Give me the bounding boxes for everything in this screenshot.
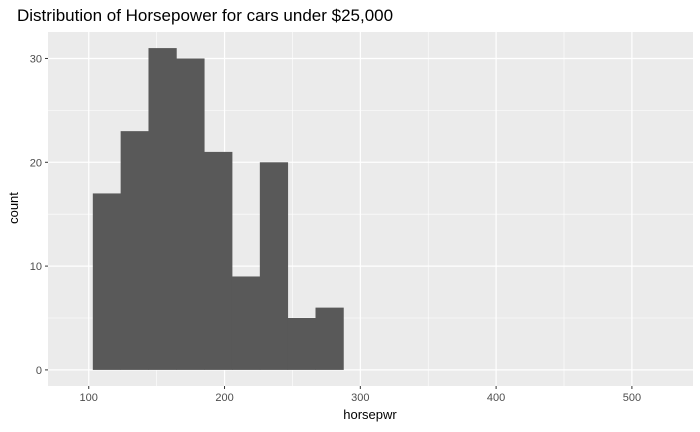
y-tick-label: 0 (36, 365, 42, 377)
histogram-bar (120, 131, 149, 370)
histogram-bar (92, 193, 122, 370)
x-axis-title: horsepwr (343, 407, 397, 422)
x-tick-label: 100 (80, 392, 98, 404)
chart-title: Distribution of Horsepower for cars unde… (17, 6, 394, 25)
histogram-bar (259, 162, 289, 370)
histogram-bar (148, 48, 177, 370)
y-tick-label: 10 (30, 261, 42, 273)
histogram-bar (231, 276, 261, 370)
histogram-bars (92, 48, 344, 370)
histogram-bar (176, 58, 205, 370)
x-axis: 100 200 300 400 500 (80, 386, 641, 404)
y-axis-title: count (6, 192, 21, 224)
x-tick-label: 500 (623, 392, 641, 404)
x-tick-label: 300 (351, 392, 369, 404)
x-tick-label: 400 (487, 392, 505, 404)
y-tick-label: 20 (30, 157, 42, 169)
x-tick-label: 200 (215, 392, 233, 404)
histogram-bar (204, 151, 233, 370)
histogram-bar (287, 318, 316, 370)
y-tick-label: 30 (30, 53, 42, 65)
y-axis: 0 10 20 30 (30, 53, 48, 377)
histogram-bar (315, 307, 344, 370)
